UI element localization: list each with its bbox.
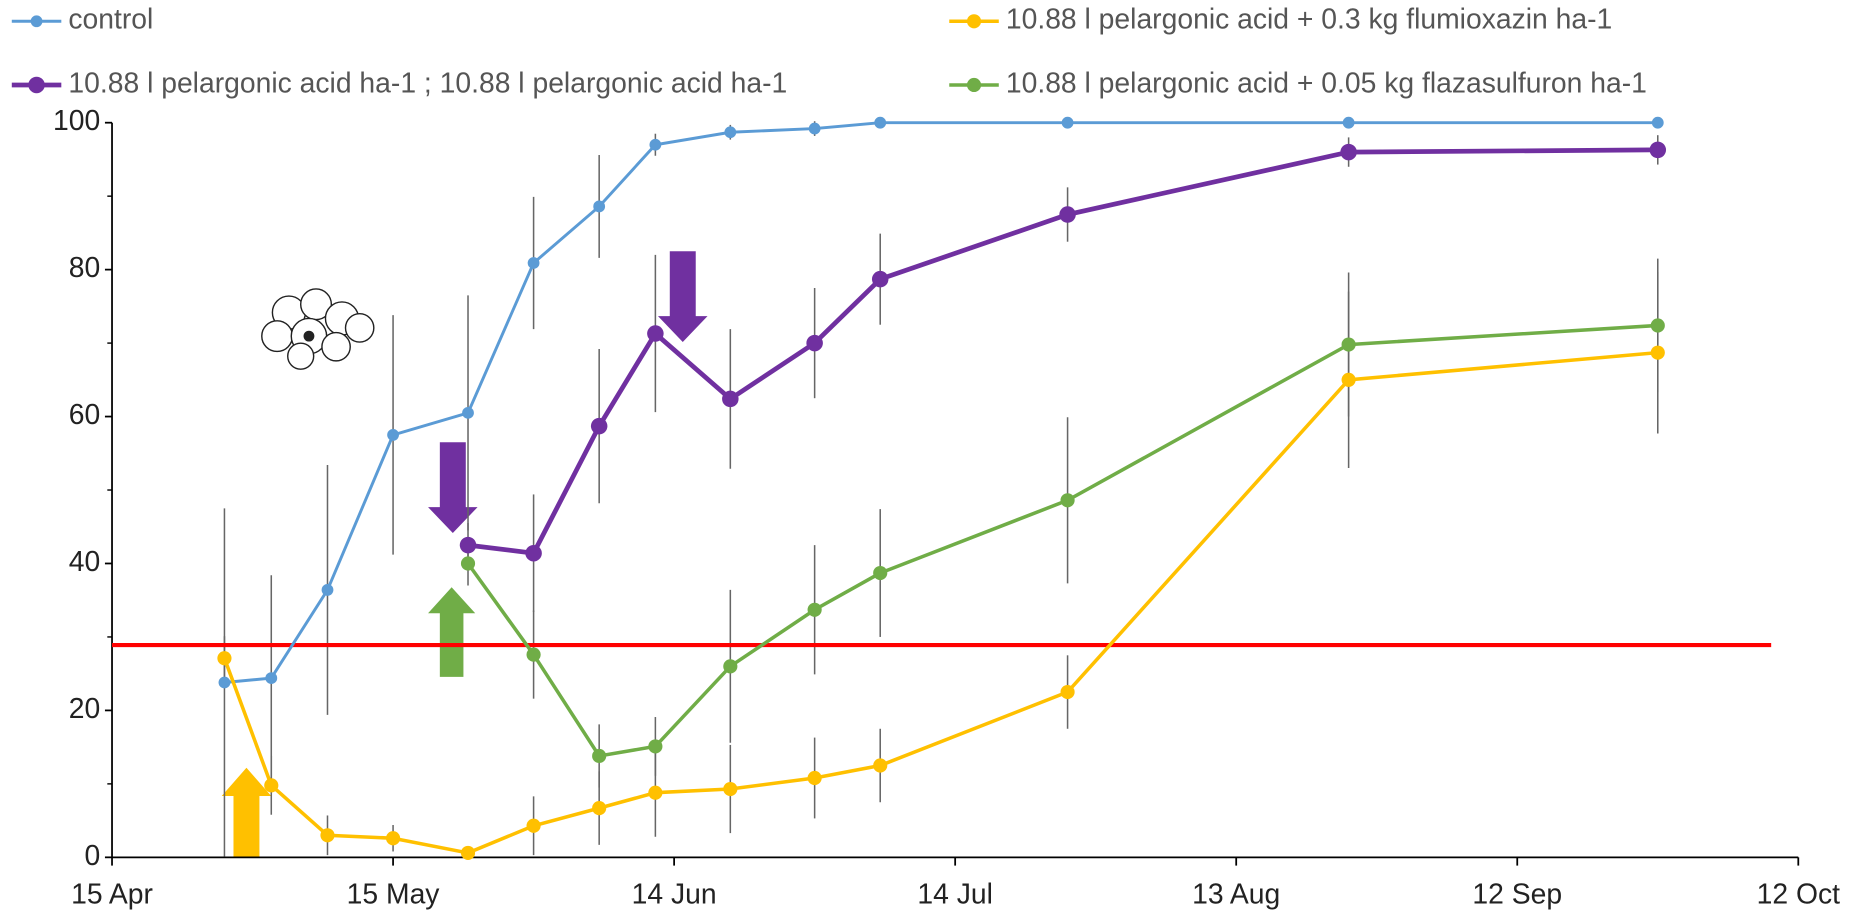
data-point (808, 771, 822, 785)
series-line (224, 123, 1657, 683)
data-point (1650, 142, 1667, 159)
data-point (1652, 117, 1664, 129)
flower-icon (262, 289, 374, 369)
data-point (1061, 493, 1075, 507)
legend: control 10.88 l pelargonic acid ha-1 ; 10… (12, 3, 1647, 99)
data-point (219, 677, 231, 689)
data-point (527, 648, 541, 662)
x-tick-label: 14 Jun (632, 878, 717, 910)
x-tick-label: 15 May (347, 878, 441, 910)
data-point (461, 846, 475, 860)
legend-label: 10.88 l pelargonic acid + 0.05 kg flazas… (1006, 66, 1647, 98)
data-point (722, 391, 739, 408)
data-point (1062, 117, 1074, 129)
legend-label: 10.88 l pelargonic acid ha-1 ; 10.88 l p… (68, 66, 787, 98)
data-point (320, 828, 334, 842)
data-point (264, 778, 278, 792)
data-point (648, 786, 662, 800)
data-point (387, 429, 399, 441)
data-point (592, 749, 606, 763)
data-point (873, 758, 887, 772)
data-point (527, 819, 541, 833)
data-point (1342, 373, 1356, 387)
x-tick-label: 13 Aug (1192, 878, 1280, 910)
data-point (806, 335, 823, 352)
arrow-down (658, 251, 708, 342)
data-point (265, 672, 277, 684)
y-tick-label: 20 (69, 692, 100, 724)
data-point (591, 418, 608, 435)
legend-marker (28, 77, 45, 94)
data-point (648, 739, 662, 753)
data-point (217, 651, 231, 665)
y-tick-label: 40 (69, 545, 100, 577)
x-tick-label: 12 Sep (1472, 878, 1562, 910)
data-point (461, 556, 475, 570)
legend-label: 10.88 l pelargonic acid + 0.3 kg flumiox… (1006, 3, 1612, 35)
data-point (724, 126, 736, 138)
data-point (460, 537, 477, 554)
data-point (1343, 117, 1355, 129)
data-point (525, 545, 542, 562)
data-point (872, 271, 889, 288)
arrow-up (428, 587, 475, 677)
y-tick-label: 0 (84, 839, 100, 871)
x-tick-label: 12 Oct (1757, 878, 1840, 910)
arrow-up (222, 768, 272, 858)
data-point (723, 659, 737, 673)
data-point (873, 566, 887, 580)
y-tick-label: 60 (69, 398, 100, 430)
arrow-down (428, 442, 478, 533)
chart: 0 20 40 60 80 100 15 Apr 15 May 14 Jun 14 Jul 13 A… (0, 0, 1849, 914)
data-point (462, 407, 474, 419)
y-tick-label: 100 (53, 104, 100, 136)
legend-label: control (68, 3, 153, 35)
data-point (1651, 346, 1665, 360)
x-tick-label: 14 Jul (917, 878, 993, 910)
x-tick-label: 15 Apr (71, 878, 153, 910)
data-point (649, 139, 661, 151)
data-point (647, 325, 664, 342)
data-point (1340, 144, 1357, 161)
data-point (1059, 206, 1076, 223)
legend-marker (967, 14, 981, 28)
legend-marker (31, 15, 43, 27)
data-point (1342, 337, 1356, 351)
data-point (808, 603, 822, 617)
data-point (809, 123, 821, 135)
data-point (1651, 318, 1665, 332)
data-point (528, 257, 540, 269)
data-point (723, 782, 737, 796)
data-point (386, 831, 400, 845)
data-point (593, 201, 605, 213)
data-point (874, 117, 886, 129)
data-point (592, 801, 606, 815)
y-tick-label: 80 (69, 251, 100, 283)
data-point (322, 584, 334, 596)
data-point (1061, 685, 1075, 699)
legend-marker (967, 78, 981, 92)
